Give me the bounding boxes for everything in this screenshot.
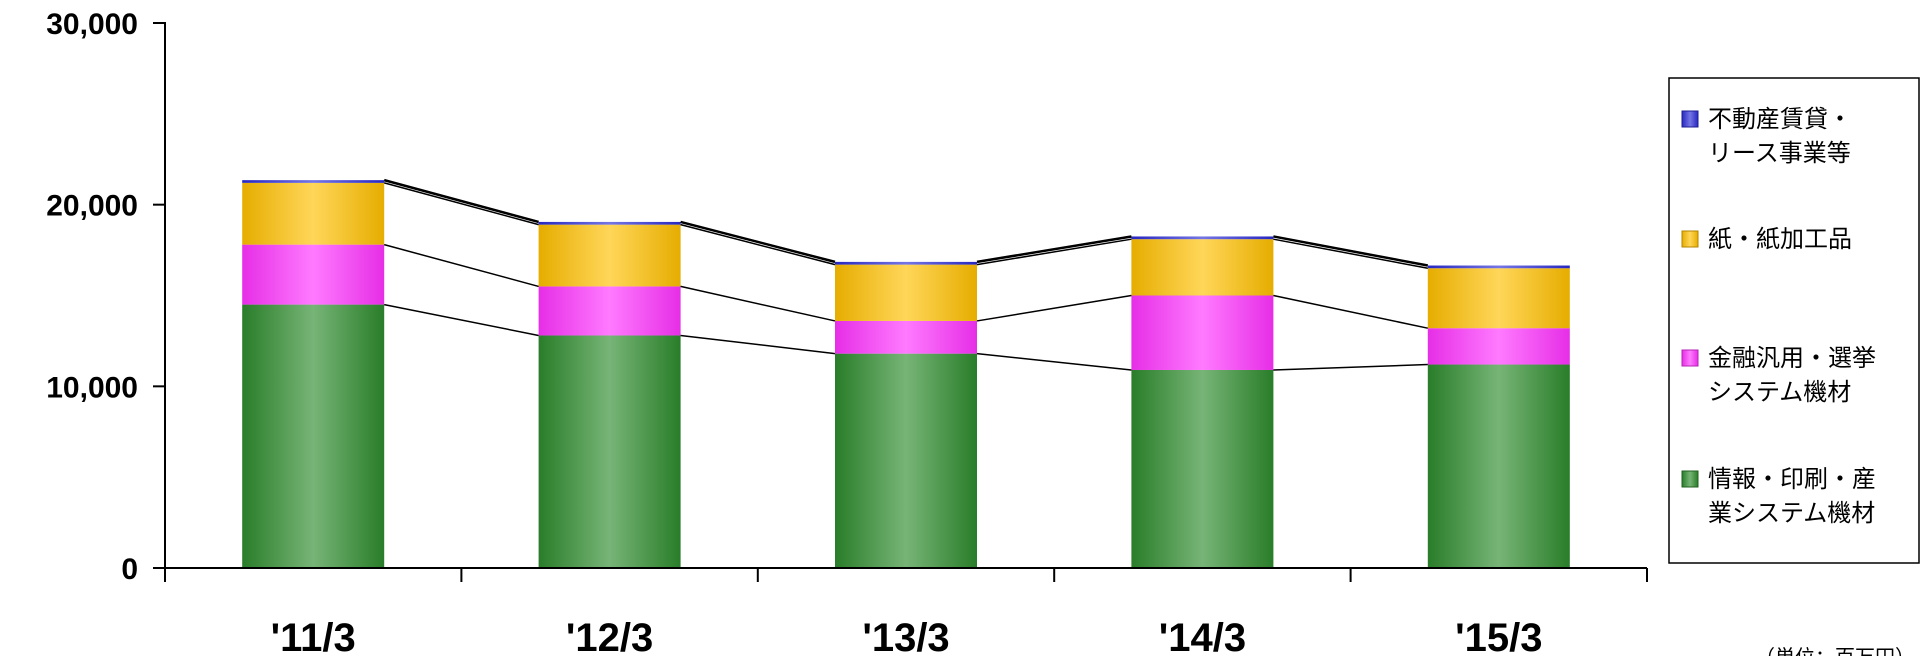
legend-swatch [1681,110,1699,128]
y-tick-label: 20,000 [46,190,138,223]
axes: 0 10,000 20,000 30,000 '11/3 '12/3 '13/3 '14/3 '… [46,8,1648,656]
x-tick-label: '12/3 [566,616,653,656]
series-line-3-2 [976,235,1132,264]
bar-segment-1-2 [538,224,681,287]
bar-segment-0-3 [242,180,385,183]
series-line-3-1 [680,220,836,264]
bar-segment-2-0 [835,353,977,568]
legend-label: 不動産賃貸・ [1708,105,1852,133]
series-line-2-2 [976,238,1132,266]
bar-segment-3-0 [1131,369,1274,568]
bars-layer [242,180,1570,568]
legend-label: 情報・印刷・産 [1708,465,1876,493]
bar-segment-3-2 [1131,239,1274,296]
bar-segment-1-0 [538,335,681,568]
bar-segment-4-2 [1427,268,1570,329]
series-line-1-3 [1273,294,1428,329]
legend-label: システム機材 [1708,378,1851,406]
legend-swatch [1681,470,1699,488]
series-line-1-0 [384,243,539,288]
legend-box [1668,77,1920,564]
legend: 不動産賃貸・リース事業等紙・紙加工品金融汎用・選挙システム機材情報・印刷・産業シ… [1668,77,1920,564]
x-tick-label: '14/3 [1159,616,1246,656]
x-tick-label: '15/3 [1455,616,1542,656]
unit-note: （単位：百万円） [1755,645,1915,656]
bar-segment-0-1 [242,244,385,305]
bar-segment-1-3 [538,221,681,225]
bar-segment-3-3 [1131,236,1274,240]
bar-segment-4-0 [1427,364,1570,568]
legend-label: 紙・紙加工品 [1708,225,1852,253]
x-tick-label: '11/3 [271,616,356,656]
y-tick-label: 30,000 [46,8,138,41]
series-line-1-1 [680,285,836,322]
series-line-0-1 [680,334,836,355]
bar-segment-2-2 [835,264,977,321]
series-line-0-0 [384,303,539,337]
y-tick-label: 0 [121,553,138,586]
x-tick-label: '13/3 [862,616,949,656]
series-line-2-0 [384,182,539,226]
legend-label: 金融汎用・選挙 [1708,344,1876,372]
series-line-2-3 [1273,238,1428,269]
series-line-1-2 [976,294,1132,322]
series-line-2-1 [680,223,836,266]
y-tick-label: 10,000 [46,371,138,404]
bar-segment-4-1 [1427,328,1570,365]
bar-segment-3-1 [1131,295,1274,370]
series-line-0-3 [1273,363,1428,371]
series-line-3-0 [383,178,539,224]
legend-swatch [1681,349,1699,367]
legend-swatch [1681,230,1699,248]
bar-segment-0-2 [242,182,385,245]
legend-label: リース事業等 [1708,139,1851,167]
bar-segment-2-1 [835,320,977,354]
bar-segment-1-1 [538,286,681,336]
bar-segment-2-3 [835,261,977,265]
series-lines-layer [383,178,1429,371]
series-line-3-3 [1273,235,1429,267]
legend-label: 業システム機材 [1708,499,1875,527]
series-line-0-2 [976,352,1132,371]
bar-segment-4-3 [1427,265,1570,269]
bar-segment-0-0 [242,304,385,568]
